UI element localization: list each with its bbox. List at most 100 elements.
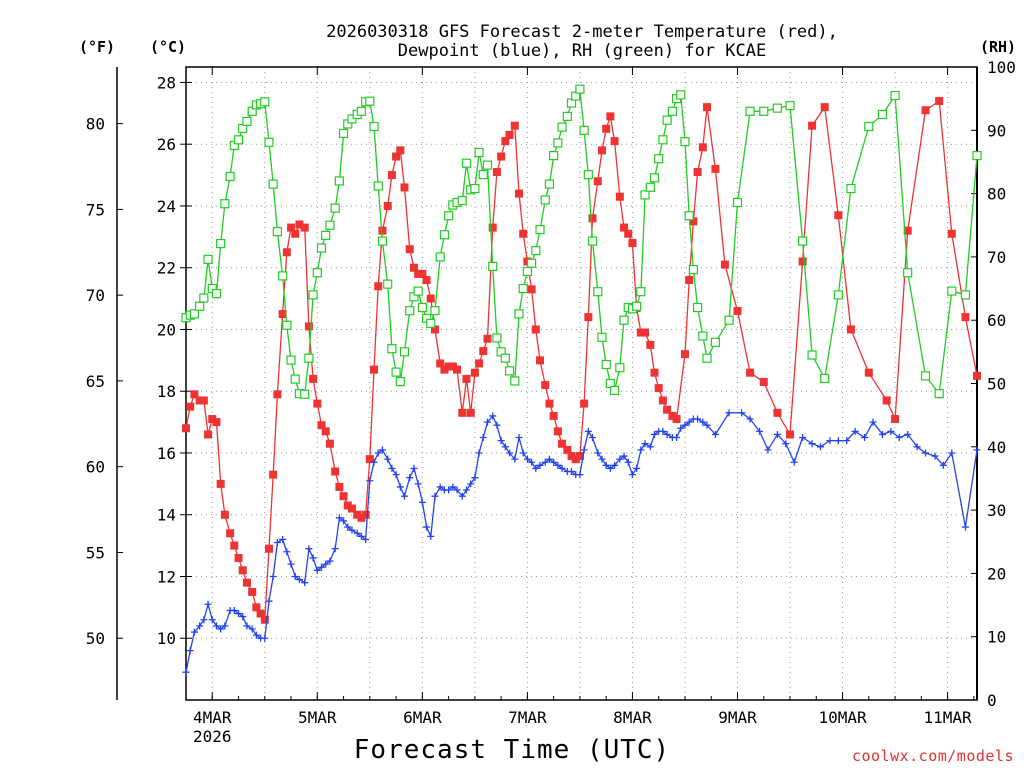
dewpoint-point <box>400 492 408 500</box>
temperature-point <box>409 263 418 272</box>
dewpoint-point <box>471 474 479 482</box>
rh-point <box>395 377 405 387</box>
temperature-point <box>242 578 251 587</box>
temperature-point <box>646 340 655 349</box>
dewpoint-point <box>261 634 269 642</box>
temperature-point <box>567 452 576 461</box>
rh-point <box>557 122 567 132</box>
rh-point <box>575 84 585 94</box>
temperature-point <box>440 365 449 374</box>
temperature-point <box>668 411 677 420</box>
dewpoint-point <box>335 514 343 522</box>
celsius-tick-label: 22 <box>157 259 176 278</box>
rh-point <box>698 331 708 341</box>
dewpoint-point <box>483 418 491 426</box>
temperature-point <box>475 359 484 368</box>
dewpoint-point <box>414 480 422 488</box>
rh-point <box>544 179 555 189</box>
rh-point <box>373 181 383 191</box>
dewpoint-point <box>353 529 361 537</box>
rh-point <box>417 302 427 313</box>
rh-point <box>290 374 300 384</box>
temperature-point <box>374 282 383 291</box>
temperature-point <box>746 368 755 377</box>
dewpoint-point <box>196 622 204 630</box>
rh-point <box>377 236 388 246</box>
temperature-point <box>488 223 497 232</box>
temperature-point <box>325 439 334 448</box>
temperature-point <box>252 603 261 612</box>
rh-series <box>181 84 982 399</box>
rh-point <box>330 203 340 213</box>
rh-point <box>890 90 900 101</box>
rh-point <box>649 173 660 183</box>
temperature-point <box>610 137 619 146</box>
temperature-point <box>545 399 554 408</box>
dewpoint-point <box>699 418 707 426</box>
rh-point <box>688 264 698 275</box>
rh-point <box>225 171 235 182</box>
dewpoint-point <box>904 430 912 438</box>
rh-point <box>636 287 646 297</box>
celsius-tick-label: 16 <box>157 444 176 463</box>
dewpoint-point <box>584 427 592 435</box>
celsius-tick-label: 12 <box>157 567 176 586</box>
temperature-point <box>273 390 282 399</box>
dewpoint-point <box>511 455 519 463</box>
temperature-point <box>195 396 204 405</box>
temperature-point <box>190 390 199 399</box>
rh-point <box>531 245 541 256</box>
temperature-point <box>204 430 213 439</box>
dewpoint-point <box>616 455 624 463</box>
chart-title: 2026030318 GFS Forecast 2-meter Temperat… <box>326 22 838 61</box>
temperature-point <box>615 192 624 201</box>
rh-tick-label: 50 <box>987 375 1006 394</box>
temperature-point <box>808 121 817 130</box>
dewpoint-point <box>558 464 566 472</box>
temperature-point <box>834 211 843 220</box>
temperature-point <box>216 479 225 488</box>
rh-point <box>833 290 843 300</box>
temperature-point <box>558 439 567 448</box>
temperature-point <box>462 374 471 383</box>
dewpoint-point <box>252 631 260 639</box>
temperature-point <box>458 408 467 417</box>
temperature-point <box>571 455 580 464</box>
temperature-point <box>269 470 278 479</box>
temperature-point <box>693 167 702 176</box>
rh-point <box>286 355 296 365</box>
temperature-point <box>973 371 981 380</box>
fahrenheit-unit-label: (°F) <box>79 38 115 56</box>
rh-point <box>692 302 703 313</box>
chart-title-line-2: Dewpoint (blue), RH (green) for KCAE <box>398 41 766 61</box>
temperature-point <box>519 229 528 238</box>
x-tick-label: 11MAR <box>924 708 973 727</box>
dewpoint-point <box>265 597 273 605</box>
temperature-point <box>470 368 479 377</box>
rh-point <box>619 315 629 325</box>
fahrenheit-tick-label: 55 <box>86 543 105 562</box>
dewpoint-point <box>217 625 225 633</box>
rh-point <box>676 90 686 100</box>
dewpoint-point <box>711 430 719 438</box>
dewpoint-point <box>423 523 431 531</box>
rh-point <box>338 128 349 139</box>
dewpoint-point <box>357 532 365 540</box>
rh-point <box>356 106 367 116</box>
temperature-point <box>492 167 501 176</box>
dewpoint-point <box>606 464 614 472</box>
dewpoint-point <box>694 415 702 423</box>
dewpoint-point <box>204 600 212 608</box>
rh-point <box>369 121 379 132</box>
dewpoint-point <box>602 461 610 469</box>
temperature-point <box>510 121 519 130</box>
temperature-point <box>527 285 536 294</box>
dewpoint-point <box>725 409 733 417</box>
temperature-point <box>353 510 362 519</box>
rh-point <box>540 195 550 205</box>
temperature-point <box>226 529 235 538</box>
rh-point <box>203 254 213 265</box>
rh-point <box>609 385 620 396</box>
dewpoint-point <box>313 566 321 574</box>
dewpoint-point <box>746 415 754 423</box>
